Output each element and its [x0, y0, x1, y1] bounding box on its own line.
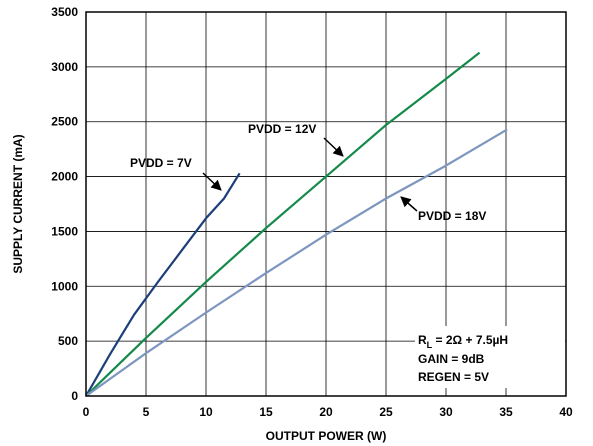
- y-tick-label: 2000: [51, 170, 78, 184]
- y-tick-label: 1000: [51, 279, 78, 293]
- series-line-pvdd-18v: [85, 128, 508, 397]
- x-tick-label: 30: [439, 405, 453, 419]
- y-tick-label: 0: [71, 389, 78, 403]
- x-tick-label: 10: [199, 405, 213, 419]
- annotation-load-sub: L: [427, 340, 433, 350]
- x-axis-title: OUTPUT POWER (W): [266, 429, 387, 443]
- y-tick-label: 3500: [51, 5, 78, 19]
- annotation-box-background: [415, 326, 565, 388]
- annotation-load: RL = 2Ω + 7.5µH: [418, 333, 508, 350]
- series-label-pvdd-12v: PVDD = 12V: [248, 122, 316, 136]
- x-tick-label: 35: [499, 405, 513, 419]
- tick-labels: 0 5 10 15 20 25 30 35 40 0 500 1000 1500 2000 2500 3000…: [51, 5, 573, 419]
- y-tick-label: 1500: [51, 224, 78, 238]
- y-tick-label: 500: [58, 334, 78, 348]
- x-tick-label: 25: [379, 405, 393, 419]
- annotation-load-r: R: [418, 333, 427, 347]
- series-label-pvdd-18v: PVDD = 18V: [418, 209, 486, 223]
- x-tick-label: 15: [259, 405, 273, 419]
- arrow-pvdd-12v: [323, 137, 344, 157]
- series-line-pvdd-12v: [85, 51, 481, 397]
- label-arrows: [202, 137, 418, 212]
- x-tick-label: 20: [319, 405, 333, 419]
- y-tick-label: 2500: [51, 115, 78, 129]
- plot-frame: [85, 11, 567, 397]
- arrow-pvdd-18v: [400, 196, 418, 212]
- annotation-regen: REGEN = 5V: [418, 370, 489, 384]
- x-tick-label: 40: [559, 405, 573, 419]
- y-axis-title: SUPPLY CURRENT (mA): [11, 134, 25, 273]
- x-tick-label: 0: [83, 405, 90, 419]
- series-line-pvdd-7v: [85, 172, 241, 397]
- series-lines: [85, 51, 508, 397]
- grid-lines: [86, 12, 566, 396]
- y-tick-label: 3000: [51, 60, 78, 74]
- series-label-pvdd-7v: PVDD = 7V: [130, 156, 192, 170]
- annotation-gain: GAIN = 9dB: [418, 352, 485, 366]
- arrow-pvdd-7v: [202, 172, 222, 191]
- annotation-load-value: = 2Ω + 7.5µH: [432, 333, 508, 347]
- x-tick-label: 5: [143, 405, 150, 419]
